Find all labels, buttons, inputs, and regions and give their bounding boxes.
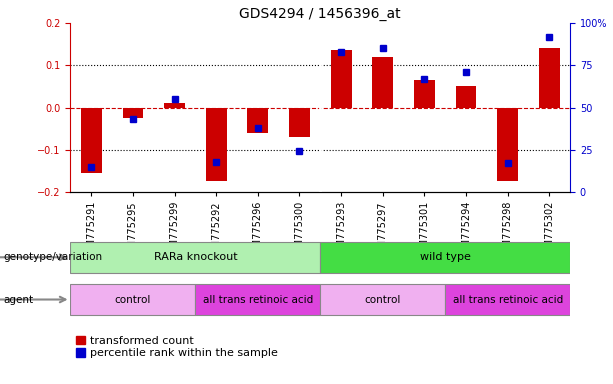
Bar: [372, 57, 393, 108]
Text: wild type: wild type: [420, 252, 471, 262]
Title: GDS4294 / 1456396_at: GDS4294 / 1456396_at: [240, 7, 401, 21]
Text: agent: agent: [3, 295, 33, 305]
Text: genotype/variation: genotype/variation: [3, 252, 102, 262]
Bar: [539, 48, 560, 108]
Bar: [321, 284, 445, 315]
Text: all trans retinoic acid: all trans retinoic acid: [452, 295, 563, 305]
Text: all trans retinoic acid: all trans retinoic acid: [203, 295, 313, 305]
Bar: [248, 108, 268, 133]
Bar: [70, 242, 321, 273]
Bar: [455, 86, 476, 108]
Legend: transformed count, percentile rank within the sample: transformed count, percentile rank withi…: [76, 336, 278, 358]
Text: control: control: [365, 295, 401, 305]
Bar: [70, 284, 196, 315]
Text: control: control: [115, 295, 151, 305]
Bar: [414, 80, 435, 108]
Bar: [289, 108, 310, 137]
Bar: [196, 284, 321, 315]
Text: RARa knockout: RARa knockout: [154, 252, 237, 262]
Bar: [330, 50, 351, 108]
Bar: [123, 108, 143, 118]
Bar: [445, 284, 570, 315]
Bar: [321, 242, 570, 273]
Bar: [497, 108, 518, 181]
Bar: [81, 108, 102, 173]
Bar: [164, 103, 185, 108]
Bar: [206, 108, 227, 181]
